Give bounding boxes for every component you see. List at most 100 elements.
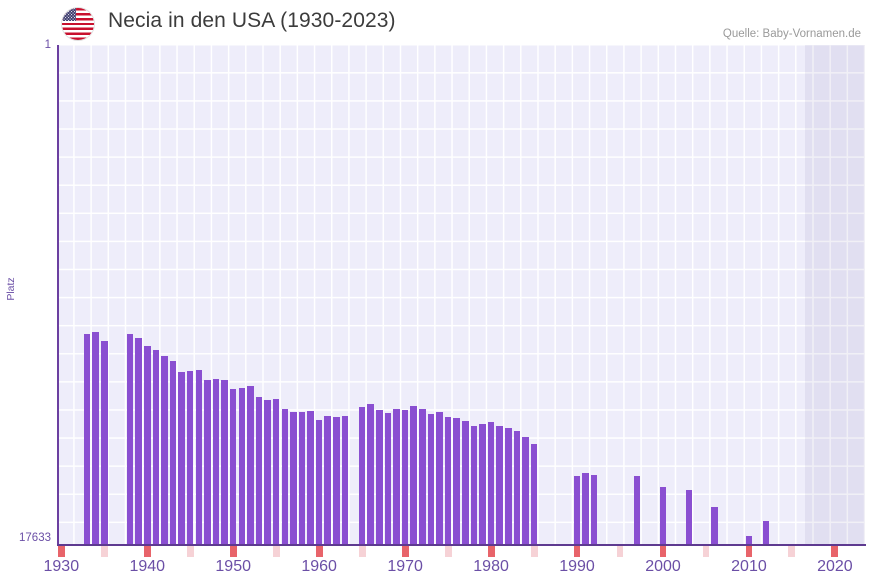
bar-1979[interactable] [479,424,486,545]
bar-1956[interactable] [281,409,289,545]
bar-1940[interactable] [143,346,151,545]
bar-1939[interactable] [135,338,142,545]
x-axis-label-1930: 1930 [43,558,80,575]
forecast-shaded-band [804,45,865,545]
y-axis-bottom-label: 17633 [19,532,51,544]
bar-1967[interactable] [376,410,383,545]
bar-1944[interactable] [178,372,185,545]
bar-1972[interactable] [419,409,426,545]
bar-1968[interactable] [384,413,392,545]
bar-1974[interactable] [436,412,443,545]
bar-1947[interactable] [204,380,211,545]
x-tick-1990 [573,546,581,557]
x-tick-2015 [788,546,796,557]
bar-2003[interactable] [685,490,693,545]
bar-1942[interactable] [161,356,168,545]
bar-1982[interactable] [505,428,512,545]
x-axis-labels: 1930 1940 1950 1960 1970 1980 1990 2000 2010 2020 [44,558,866,582]
x-axis-label-1950: 1950 [215,558,251,575]
bar-1977[interactable] [462,421,469,545]
x-tick-1975 [444,546,452,557]
bar-1950[interactable] [229,389,237,545]
bar-1985[interactable] [530,444,538,545]
x-tick-1945 [186,546,194,557]
bar-1969[interactable] [393,409,400,545]
bar-2012[interactable] [762,521,770,545]
x-tick-1980 [487,546,495,557]
x-tick-1960 [315,546,323,557]
bar-1970[interactable] [401,410,409,545]
x-tick-1935 [100,546,108,557]
bar-1990[interactable] [573,476,581,545]
y-axis-line [57,45,59,545]
bar-1961[interactable] [324,416,332,545]
x-axis-label-1980: 1980 [473,558,509,575]
y-axis-bottom-label-wrap: 17633 [0,532,51,546]
bar-1983[interactable] [513,431,521,545]
bar-1981[interactable] [496,426,503,545]
x-tick-2005 [702,546,710,557]
x-tick-1970 [401,546,409,557]
us-flag-icon [62,8,94,40]
bar-1959[interactable] [307,411,314,545]
bar-1948[interactable] [212,379,220,545]
bar-1976[interactable] [453,418,460,545]
bar-1952[interactable] [247,386,254,545]
x-axis-label-1990: 1990 [559,558,595,575]
bar-1933[interactable] [83,334,91,545]
bar-1971[interactable] [410,406,417,545]
x-axis-label-2010: 2010 [731,558,767,575]
x-tick-1995 [616,546,624,557]
bar-1938[interactable] [126,334,134,545]
bar-1975[interactable] [444,417,452,545]
bar-1954[interactable] [264,400,271,545]
chart-header: Necia in den USA (1930-2023) Quelle: Bab… [0,0,873,44]
bars-layer [57,45,865,545]
bar-1953[interactable] [255,397,263,545]
bar-1992[interactable] [590,475,598,545]
bar-1949[interactable] [221,380,228,545]
bar-1997[interactable] [633,476,641,545]
x-tick-2000 [659,546,667,557]
bar-1963[interactable] [341,416,349,545]
bar-1943[interactable] [169,361,177,545]
x-tick-1950 [229,546,237,557]
x-tick-1985 [530,546,538,557]
bar-1960[interactable] [315,420,323,545]
x-axis-label-1960: 1960 [301,558,337,575]
x-axis-label-1940: 1940 [129,558,166,575]
x-tick-2010 [745,546,753,557]
bar-1945[interactable] [186,371,194,545]
x-tick-2020 [831,546,839,557]
bar-2010[interactable] [745,536,753,545]
flag-stars [62,8,76,21]
bar-1980[interactable] [487,422,495,545]
bar-1991[interactable] [582,473,589,545]
bar-1958[interactable] [298,412,306,545]
bar-1962[interactable] [333,417,340,545]
bar-1935[interactable] [101,341,108,545]
bar-2000[interactable] [659,487,667,545]
x-axis-label-1970: 1970 [387,558,423,575]
bar-1951[interactable] [238,388,246,545]
bar-1965[interactable] [358,407,366,545]
bar-1978[interactable] [470,426,478,545]
bar-1984[interactable] [522,437,529,545]
bar-1966[interactable] [367,404,374,545]
bar-1941[interactable] [152,350,160,545]
x-axis-tick-strip [57,546,866,557]
bar-1934[interactable] [92,332,99,545]
bar-1957[interactable] [290,412,297,545]
x-tick-1965 [358,546,366,557]
bar-1946[interactable] [195,370,203,545]
source-credit: Quelle: Baby-Vornamen.de [722,28,861,40]
x-tick-1955 [272,546,280,557]
x-axis-label-2000: 2000 [645,558,681,575]
bar-2006[interactable] [711,507,718,545]
bar-1955[interactable] [272,399,280,545]
bar-1973[interactable] [427,414,435,545]
x-tick-1940 [143,546,151,557]
flag-canton [62,8,76,21]
y-axis-top-label: 1 [44,39,51,51]
